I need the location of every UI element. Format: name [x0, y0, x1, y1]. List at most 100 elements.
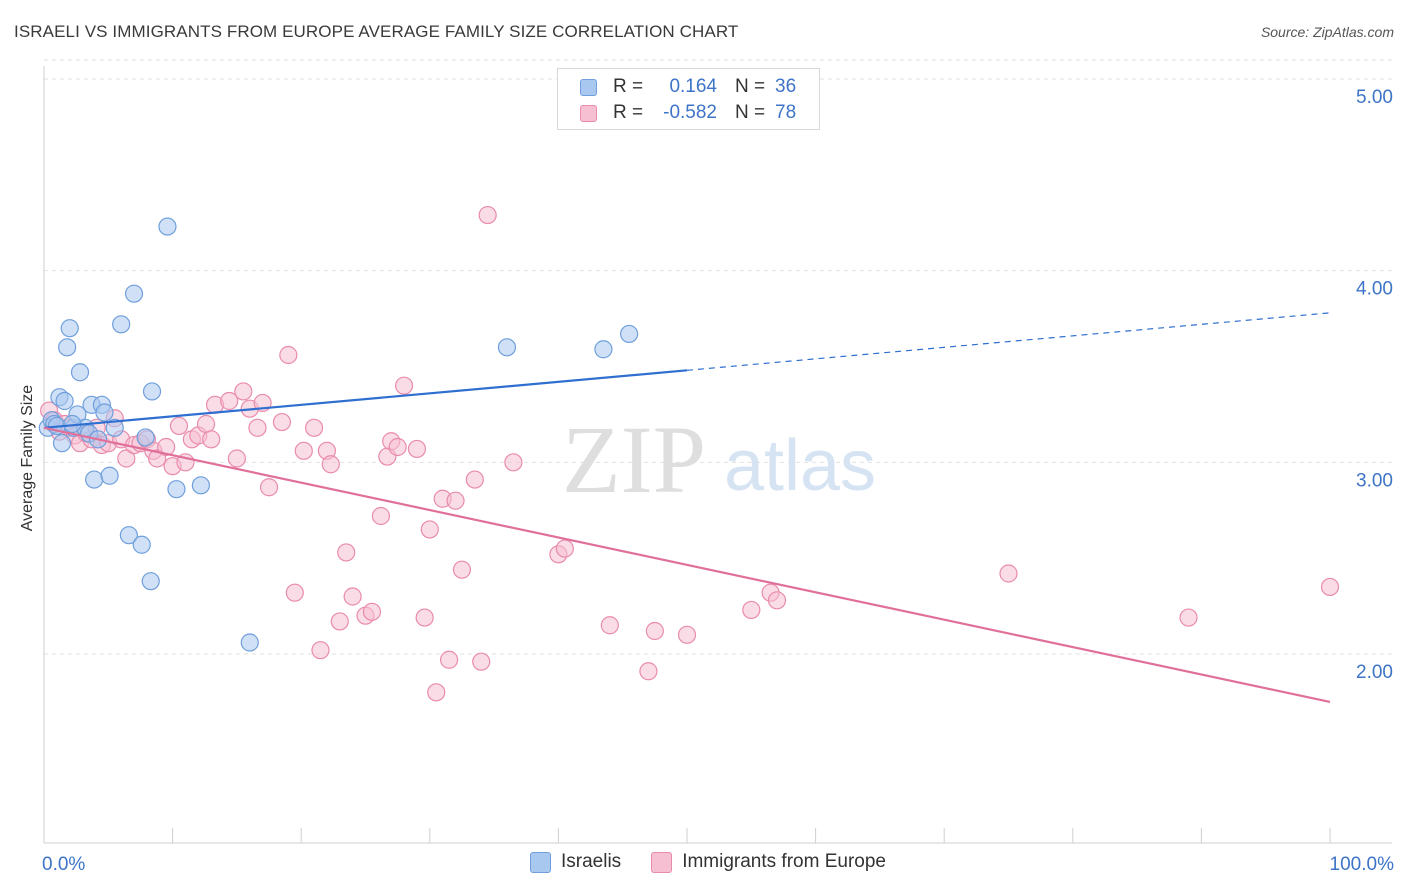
data-point — [304, 418, 324, 437]
y-tick-label: 2.00 — [1356, 662, 1393, 683]
data-point — [677, 625, 697, 644]
data-point — [415, 608, 434, 627]
legend-swatch-israelis — [580, 78, 597, 96]
data-point — [337, 543, 356, 562]
data-point — [58, 338, 77, 357]
x-tick-label: 100.0% — [1330, 854, 1395, 875]
trend-line-israelis-extension — [686, 312, 1331, 371]
data-point — [259, 478, 279, 497]
data-point — [639, 662, 658, 681]
data-point — [427, 683, 446, 702]
series-legend: Israelis Immigrants from Europe — [530, 851, 916, 873]
data-point — [294, 441, 313, 460]
data-point — [1179, 608, 1198, 627]
correlation-legend: R = 0.164 N = 36 R = -0.582 N = 78 — [557, 68, 820, 130]
data-point — [465, 470, 484, 489]
legend-swatch-immigrants-from-europe — [651, 851, 673, 873]
data-point — [196, 414, 216, 434]
legend-swatch-israelis — [530, 851, 551, 873]
data-point — [478, 205, 497, 225]
data-point — [362, 602, 382, 621]
data-point — [420, 520, 439, 539]
data-point — [555, 539, 574, 558]
data-point — [999, 564, 1018, 583]
data-point — [60, 319, 79, 338]
y-tick-labels: 2.00 3.00 4.00 5.00 — [1356, 87, 1393, 683]
data-point — [141, 572, 160, 591]
data-point — [132, 535, 151, 554]
data-point — [124, 284, 144, 303]
watermark-atlas: atlas — [724, 426, 876, 506]
legend-row-immigrants-from-europe: R = -0.582 N = 78 — [580, 101, 796, 125]
legend-r-value: -0.582 — [663, 102, 717, 123]
watermark: ZIP atlas — [562, 406, 876, 513]
data-point — [85, 470, 104, 489]
legend-swatch-immigrants-from-europe — [580, 104, 597, 122]
data-point — [767, 591, 787, 610]
legend-label-immigrants-from-europe: Immigrants from Europe — [682, 851, 886, 872]
trend-lines — [43, 312, 1331, 703]
data-point — [117, 449, 136, 468]
data-point — [446, 491, 465, 510]
x-ticks — [43, 828, 1331, 843]
y-tick-label: 3.00 — [1356, 470, 1393, 491]
data-point — [504, 453, 523, 472]
data-point — [112, 315, 131, 334]
data-point — [157, 437, 176, 457]
data-point — [169, 416, 189, 436]
data-point — [55, 391, 74, 411]
legend-r-value: 0.164 — [669, 76, 717, 97]
y-tick-label: 4.00 — [1356, 279, 1393, 300]
legend-n-label: N = — [735, 102, 766, 123]
data-point — [497, 338, 517, 357]
legend-r-label: R = — [613, 102, 644, 123]
data-point — [371, 506, 391, 526]
data-point — [472, 652, 491, 671]
data-point — [167, 480, 186, 499]
data-point — [158, 217, 177, 236]
series-israelis — [38, 217, 639, 652]
chart-title: ISRAELI VS IMMIGRANTS FROM EUROPE AVERAG… — [14, 22, 739, 41]
data-point — [136, 428, 155, 447]
data-point — [220, 391, 239, 411]
source-credit: Source: ZipAtlas.com — [1260, 24, 1394, 40]
data-point — [452, 560, 472, 579]
data-point — [95, 403, 114, 422]
data-point — [240, 633, 259, 652]
data-point — [248, 418, 267, 437]
data-point — [407, 439, 427, 459]
x-tick-label: 0.0% — [42, 854, 85, 875]
data-point — [105, 418, 124, 437]
data-point — [311, 641, 330, 660]
y-tick-label: 5.00 — [1356, 87, 1393, 108]
data-point — [600, 616, 619, 635]
legend-label-israelis: Israelis — [561, 851, 622, 872]
data-point — [439, 650, 459, 669]
legend-row-israelis: R = 0.164 N = 36 — [580, 75, 796, 99]
data-point — [142, 382, 162, 401]
data-point — [620, 324, 639, 344]
trend-line-israelis — [43, 369, 688, 429]
data-point — [272, 412, 292, 432]
data-point — [70, 363, 90, 382]
data-point — [100, 466, 119, 485]
data-point — [1320, 577, 1340, 597]
watermark-zip: ZIP — [562, 406, 706, 513]
legend-item-immigrants-from-europe[interactable]: Immigrants from Europe — [651, 851, 886, 873]
axes — [43, 66, 1392, 844]
gridlines — [44, 59, 1392, 655]
x-tick-labels: 0.0% 100.0% — [42, 854, 1394, 875]
data-point — [234, 382, 253, 401]
legend-item-israelis[interactable]: Israelis — [530, 851, 621, 873]
legend-n-label: N = — [735, 76, 766, 97]
data-point — [742, 600, 761, 620]
data-point — [394, 376, 414, 395]
data-point — [321, 455, 340, 474]
legend-n-value: 78 — [775, 102, 797, 123]
data-point — [279, 345, 298, 365]
data-point — [202, 430, 221, 449]
data-point — [119, 526, 138, 545]
legend-r-label: R = — [613, 76, 644, 97]
data-point — [594, 340, 613, 359]
